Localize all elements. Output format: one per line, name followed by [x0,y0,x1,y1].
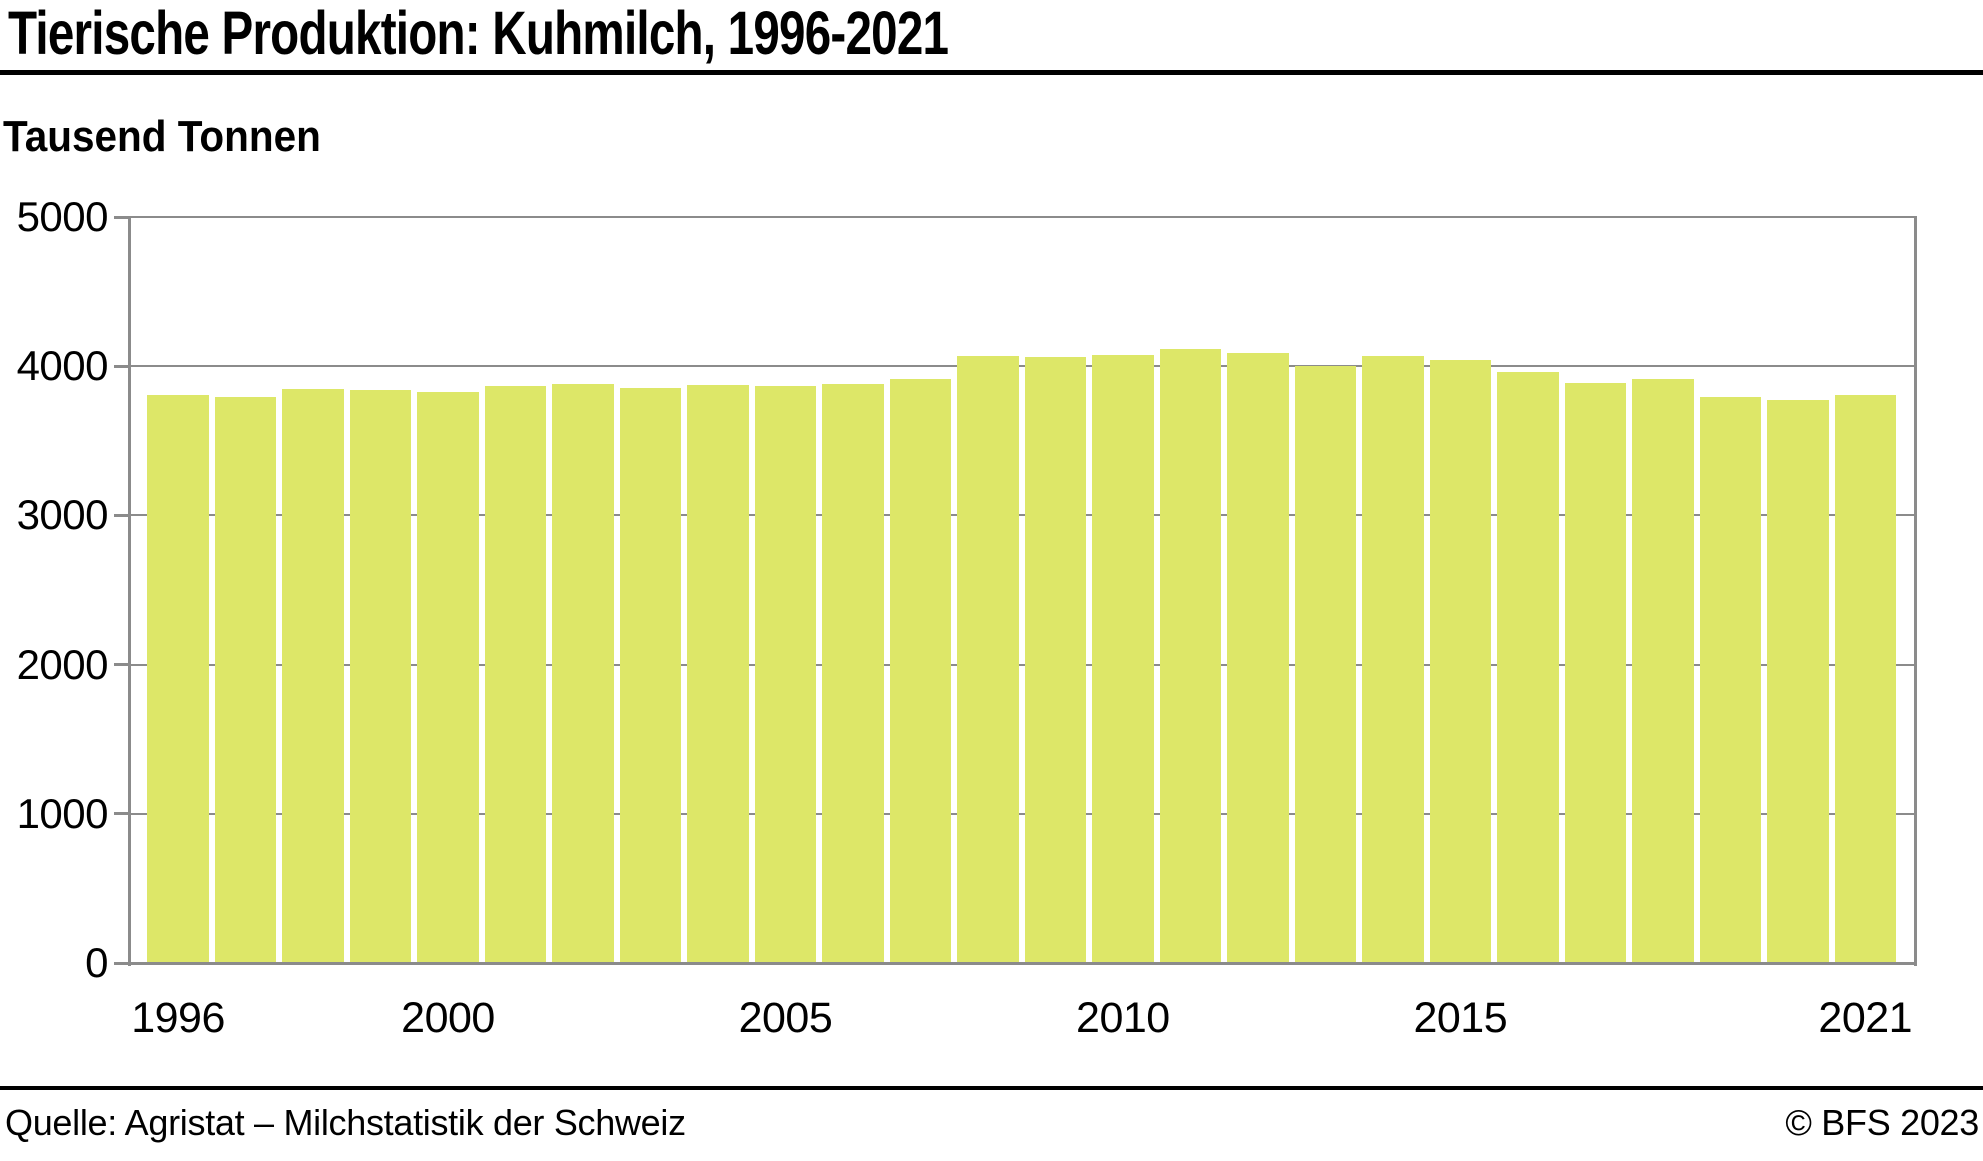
y-tick-label-2000: 2000 [16,640,109,688]
bar-2002 [552,383,614,963]
x-axis-baseline [128,962,1917,965]
gridline-2000 [128,663,1917,666]
x-tick-label-2015: 2015 [1413,994,1508,1042]
bar-2011 [1159,349,1222,963]
bar-2010 [1092,354,1154,963]
footer-source: Quelle: Agristat – Milchstatistik der Sc… [5,1102,686,1143]
bar-2017 [1564,382,1627,963]
gridline-3000 [128,514,1917,517]
bar-2016 [1497,372,1559,963]
y-axis-unit-label: Tausend Tonnen [3,112,321,161]
bar-2004 [687,385,749,963]
bar-2000 [417,391,479,963]
x-tick-label-2000: 2000 [401,994,495,1042]
y-tick-label-5000: 5000 [16,193,109,240]
plot-right-border [1914,217,1917,966]
bar-2012 [1227,353,1289,963]
y-tick-label-1000: 1000 [16,789,109,837]
bar-1996 [147,395,209,963]
bar-2003 [619,388,682,963]
bar-2013 [1294,366,1357,963]
gridline-5000 [128,216,1917,218]
bar-2008 [957,356,1019,963]
y-tick-3000 [114,513,128,517]
bar-2005 [754,385,817,963]
page-title: Tierische Produktion: Kuhmilch, 1996-202… [8,0,949,67]
y-tick-1000 [114,812,128,816]
y-tick-2000 [114,663,128,667]
y-axis-line [128,217,131,966]
bar-1999 [349,390,412,963]
gridline-4000 [128,365,1917,368]
y-tick-label-0: 0 [85,939,108,986]
x-tick-label-1996: 1996 [131,994,225,1042]
x-tick-label-2010: 2010 [1076,994,1170,1042]
bar-1998 [282,388,344,963]
y-tick-4000 [114,364,128,368]
bar-2007 [889,379,952,963]
bar-2009 [1024,357,1087,963]
bar-1997 [214,396,277,963]
y-tick-label-4000: 4000 [16,342,109,390]
y-tick-5000 [114,215,128,219]
x-tick-label-2021: 2021 [1818,994,1913,1042]
title-rule [0,70,1983,75]
gridline-1000 [128,812,1917,815]
bar-2020 [1767,400,1829,963]
x-tick-label-2005: 2005 [738,994,833,1042]
footer-copyright: © BFS 2023 [1785,1102,1979,1143]
bar-2014 [1362,356,1424,963]
y-tick-label-3000: 3000 [16,491,109,539]
bar-2019 [1699,397,1762,963]
bar-2015 [1429,359,1492,963]
footer-rule [0,1086,1983,1090]
bar-2001 [484,385,547,963]
bar-2021 [1834,394,1896,963]
bar-2018 [1632,379,1694,963]
bar-2006 [822,384,884,963]
y-tick-0 [114,961,128,965]
